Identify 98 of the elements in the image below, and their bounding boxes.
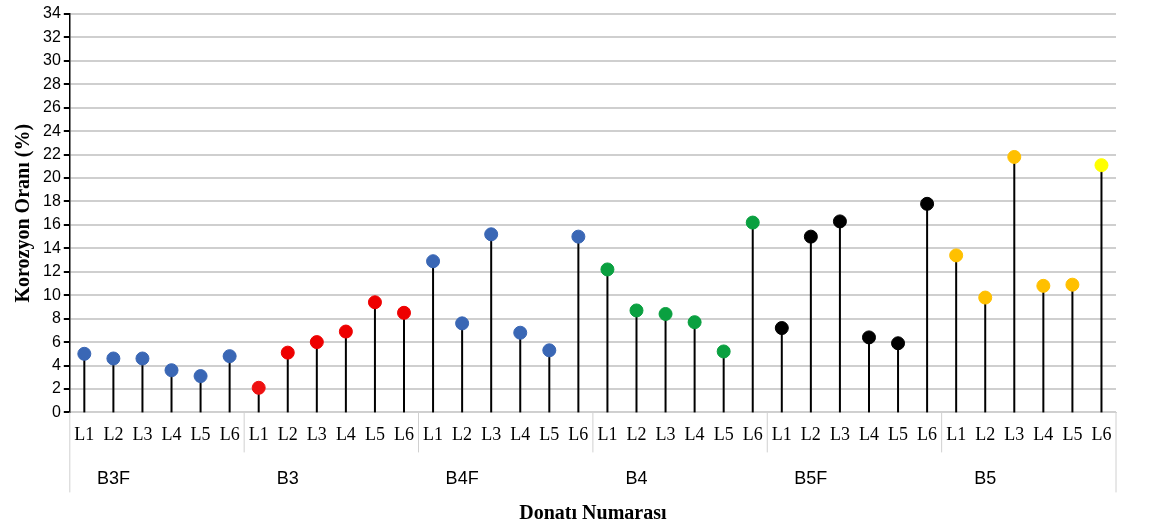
x-tick-label: L4 xyxy=(335,423,356,444)
x-tick-label: L4 xyxy=(1033,423,1054,444)
point xyxy=(920,196,935,211)
point xyxy=(629,303,644,318)
x-tick-label: L5 xyxy=(190,423,211,444)
x-tick-label: L6 xyxy=(917,423,938,444)
point xyxy=(367,295,382,310)
x-tick-label: L1 xyxy=(597,423,618,444)
y-tick-label: 8 xyxy=(51,309,61,327)
point xyxy=(1036,278,1051,293)
x-tick-label: L5 xyxy=(888,423,909,444)
point xyxy=(135,351,150,366)
text: B4 xyxy=(625,468,648,489)
point xyxy=(484,227,499,242)
x-tick-label: L2 xyxy=(626,423,647,444)
x-tick-label: L6 xyxy=(394,423,414,444)
x-tick-label: L2 xyxy=(800,423,821,444)
point xyxy=(1065,277,1080,292)
x-tick-label: L3 xyxy=(1004,423,1025,444)
x-tick-label: L6 xyxy=(1091,423,1112,444)
point xyxy=(513,325,528,340)
x-tick-label: L3 xyxy=(132,423,153,444)
x-tick-label: L4 xyxy=(161,423,182,444)
point xyxy=(891,336,906,351)
x-tick-label: L2 xyxy=(103,423,124,444)
text: B5F xyxy=(794,468,828,489)
point xyxy=(716,344,731,359)
point xyxy=(861,330,876,345)
x-tick-label: L2 xyxy=(975,423,996,444)
y-tick-label: 10 xyxy=(43,285,61,303)
point xyxy=(455,316,470,331)
x-tick-label: L6 xyxy=(742,423,763,444)
y-tick-label: 16 xyxy=(43,215,61,233)
point xyxy=(1094,158,1109,173)
text: B5 xyxy=(974,468,997,489)
point xyxy=(77,346,92,361)
y-tick-label: 34 xyxy=(43,4,61,22)
point xyxy=(309,335,324,350)
x-tick-label: L6 xyxy=(568,423,589,444)
x-tick-label: L4 xyxy=(684,423,705,444)
y-tick-label: 4 xyxy=(51,355,61,373)
point xyxy=(106,351,121,366)
x-tick-label: L1 xyxy=(771,423,792,444)
y-tick-label: 6 xyxy=(51,332,61,350)
text: B3F xyxy=(96,468,130,489)
x-tick-label: L1 xyxy=(74,423,95,444)
y-tick-label: 22 xyxy=(43,145,61,163)
x-axis-title: Donatı Numarası xyxy=(519,501,667,524)
y-axis-title: Korozyon Oranı (%) xyxy=(11,123,35,303)
y-tick-label: 20 xyxy=(43,168,61,186)
point xyxy=(745,215,760,230)
x-tick-label: L2 xyxy=(277,423,298,444)
text: B4F xyxy=(445,468,479,489)
y-tick-label: 18 xyxy=(43,191,61,209)
point xyxy=(397,305,411,320)
point xyxy=(571,229,586,244)
x-tick-label: L3 xyxy=(829,423,850,444)
x-tick-label: L3 xyxy=(481,423,502,444)
point xyxy=(426,254,441,269)
x-tick-label: L5 xyxy=(1062,423,1083,444)
point xyxy=(949,248,964,263)
point xyxy=(164,363,179,378)
x-tick-label: L4 xyxy=(858,423,879,444)
y-tick-label: 30 xyxy=(43,51,61,69)
y-tick-label: 26 xyxy=(43,98,61,116)
point xyxy=(542,343,557,358)
text: B3 xyxy=(276,468,299,489)
y-tick-label: 0 xyxy=(51,402,61,420)
x-tick-label: L2 xyxy=(452,423,473,444)
point xyxy=(687,315,702,330)
x-tick-label: L1 xyxy=(248,423,269,444)
x-tick-label: L5 xyxy=(364,423,385,444)
point xyxy=(600,262,615,277)
x-tick-label: L1 xyxy=(946,423,967,444)
point xyxy=(193,369,208,384)
point xyxy=(338,324,353,339)
point xyxy=(1007,149,1022,164)
x-tick-label: L3 xyxy=(306,423,327,444)
y-tick-label: 32 xyxy=(43,27,61,45)
point xyxy=(774,321,789,336)
y-tick-label: 14 xyxy=(43,238,61,256)
point xyxy=(251,380,266,395)
x-tick-label: L5 xyxy=(539,423,560,444)
y-tick-label: 24 xyxy=(43,121,61,139)
point xyxy=(222,349,237,364)
point xyxy=(280,345,295,360)
x-tick-label: L3 xyxy=(655,423,676,444)
point xyxy=(832,214,847,229)
x-tick-label: L4 xyxy=(510,423,531,444)
x-tick-label: L6 xyxy=(219,423,240,444)
x-tick-label: L5 xyxy=(713,423,734,444)
x-tick-label: L1 xyxy=(423,423,444,444)
point xyxy=(978,290,993,305)
y-tick-label: 12 xyxy=(43,262,61,280)
y-tick-label: 28 xyxy=(43,74,61,92)
y-tick-label: 2 xyxy=(51,379,61,397)
point xyxy=(803,229,818,244)
point xyxy=(658,306,673,321)
